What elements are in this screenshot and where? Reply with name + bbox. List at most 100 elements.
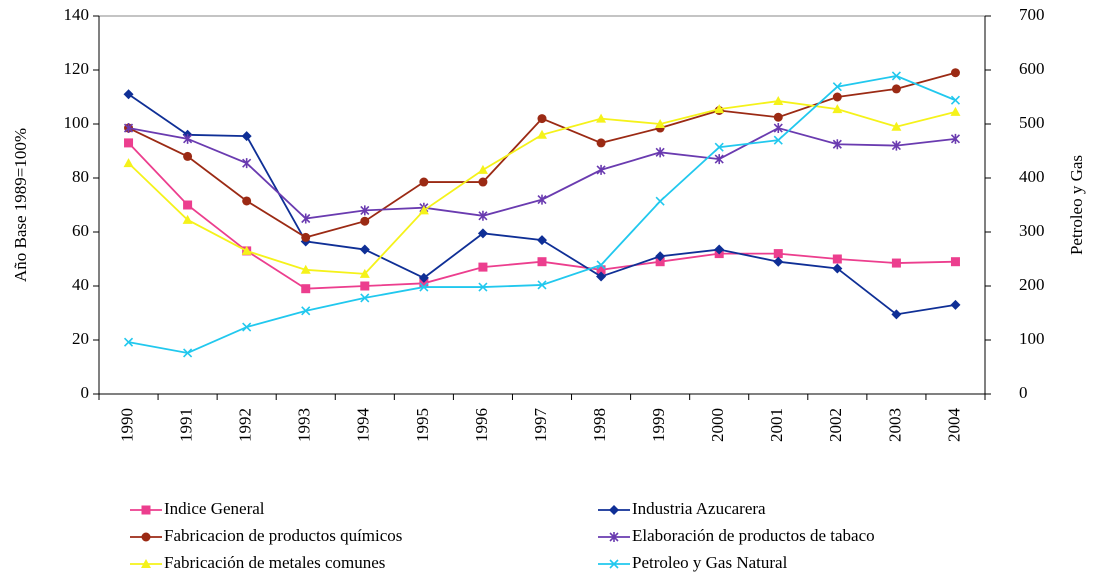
marker [832, 263, 843, 274]
series-line [128, 71, 956, 239]
marker-shape [891, 71, 901, 81]
marker-shape [537, 235, 547, 246]
marker-shape [360, 216, 370, 226]
marker-shape [891, 258, 901, 268]
x-tick-label: 1996 [472, 408, 491, 442]
y2-tick-label: 500 [1019, 113, 1045, 132]
y-tick-label: 120 [64, 59, 90, 78]
y-tick-label: 60 [72, 221, 89, 240]
marker-shape [123, 158, 134, 168]
marker [773, 135, 783, 145]
marker-shape [596, 138, 606, 148]
marker [832, 104, 843, 114]
y-tick-label: 20 [72, 329, 89, 348]
marker-shape [360, 293, 370, 303]
marker [478, 210, 488, 221]
marker [419, 282, 429, 292]
marker [242, 322, 252, 332]
marker-shape [241, 131, 252, 142]
marker [478, 262, 488, 272]
legend-label: Elaboración de productos de tabaco [632, 526, 875, 545]
marker [714, 244, 725, 255]
marker-shape [301, 232, 311, 242]
marker-shape [596, 271, 607, 282]
legend-label: Fabricacion de productos químicos [164, 526, 402, 545]
marker [655, 147, 665, 158]
legend-label: Industria Azucarera [632, 499, 766, 518]
marker [123, 89, 134, 100]
marker [241, 245, 252, 255]
y-tick-label: 0 [81, 383, 90, 402]
x-tick-label: 1999 [649, 408, 668, 442]
marker-shape [950, 106, 961, 116]
marker-shape [360, 205, 370, 216]
y2-tick-label: 0 [1019, 383, 1028, 402]
marker [832, 82, 842, 92]
marker [359, 268, 370, 278]
marker [773, 256, 784, 267]
marker [123, 337, 134, 347]
marker-shape [832, 263, 843, 274]
marker-shape [183, 200, 193, 210]
marker [419, 177, 429, 187]
marker [360, 205, 370, 216]
marker [359, 244, 370, 255]
marker-shape [419, 282, 429, 292]
marker-shape [123, 337, 134, 347]
marker-shape [301, 284, 311, 294]
legend-label: Indice General [164, 499, 265, 518]
marker [596, 265, 606, 275]
marker [183, 151, 193, 161]
x-tick-label: 2000 [708, 408, 727, 442]
y-tick-label: 80 [72, 167, 89, 186]
marker-shape [537, 114, 547, 124]
marker-shape [141, 505, 151, 515]
marker-shape [609, 559, 619, 569]
marker-shape [596, 164, 606, 175]
marker-shape [655, 257, 665, 267]
marker-shape [609, 505, 619, 515]
marker-shape [773, 256, 784, 267]
marker [832, 92, 842, 102]
marker [477, 164, 488, 174]
marker [714, 154, 724, 165]
marker [773, 249, 783, 259]
marker [891, 309, 902, 320]
marker [596, 138, 606, 148]
x-tick-label: 1990 [117, 408, 136, 442]
marker-shape [419, 177, 429, 187]
y2-tick-label: 700 [1019, 5, 1045, 24]
y-tick-label: 40 [72, 275, 89, 294]
marker-shape [609, 532, 619, 542]
marker-shape [478, 210, 488, 221]
marker-shape [891, 309, 902, 320]
marker-shape [359, 244, 370, 255]
marker [141, 559, 151, 568]
marker [891, 71, 901, 81]
marker-shape [360, 281, 370, 291]
marker-shape [537, 194, 547, 205]
x-tick-label: 1997 [531, 408, 550, 443]
marker-shape [182, 214, 193, 224]
marker [141, 505, 151, 515]
marker [596, 113, 607, 123]
y2-tick-label: 100 [1019, 329, 1045, 348]
marker-shape [141, 559, 151, 568]
marker [419, 278, 429, 288]
marker-shape [714, 244, 725, 255]
legend-label: Fabricación de metales comunes [164, 553, 385, 572]
marker-shape [419, 278, 429, 288]
marker [596, 164, 606, 175]
marker-shape [950, 133, 961, 144]
marker-shape [773, 249, 783, 259]
marker [773, 96, 784, 106]
marker-shape [596, 113, 607, 123]
marker-shape [655, 251, 666, 262]
y2-tick-label: 600 [1019, 59, 1045, 78]
marker [891, 140, 901, 151]
marker [242, 196, 252, 206]
marker [360, 293, 370, 303]
marker-shape [300, 264, 311, 274]
marker-shape [418, 272, 429, 283]
marker-shape [418, 205, 429, 215]
